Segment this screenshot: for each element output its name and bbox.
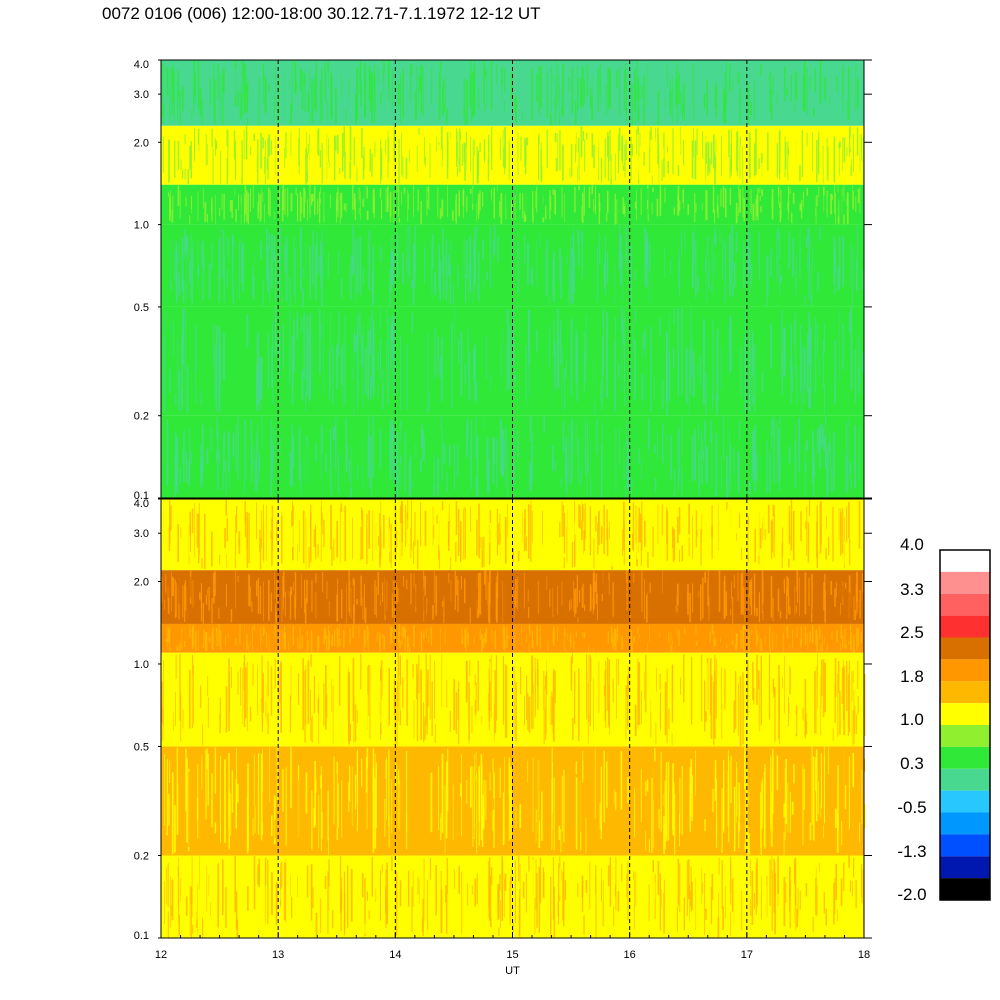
x-tick-label: 16 [624, 949, 636, 961]
y-tick-label: 2.0 [134, 137, 149, 149]
y-tick-label: 0.2 [134, 411, 149, 423]
colorbar-swatch [940, 725, 990, 747]
colorbar-swatch [940, 746, 990, 769]
y-tick-label: 0.2 [134, 851, 149, 863]
y-tick-label: 4.0 [134, 498, 149, 510]
x-tick-label: 18 [858, 949, 870, 961]
colorbar-label: 0.3 [900, 754, 924, 773]
x-tick-label: 15 [506, 949, 518, 961]
colorbar-swatch [940, 615, 990, 638]
colorbar-frame [939, 549, 991, 901]
colorbar-swatch [940, 878, 990, 900]
x-tick-label: 17 [741, 949, 753, 961]
x-tick-label: 14 [389, 949, 401, 961]
panel-frame [160, 59, 865, 499]
colorbar-swatch [940, 812, 990, 835]
colorbar-label: 4.0 [900, 535, 924, 554]
x-axis-label: UT [505, 965, 520, 977]
colorbar-swatch [940, 637, 990, 660]
y-tick-label: 1.0 [134, 659, 149, 671]
colorbar-label: 2.5 [900, 623, 924, 642]
colorbar-swatch [940, 856, 990, 879]
colorbar-label: -1.3 [897, 842, 926, 861]
colorbar-label: 3.3 [900, 580, 924, 599]
colorbar-swatch [940, 790, 990, 813]
lower-spectrogram-panel: 0.1 0.2 0.5 1.0 2.0 3.0 4.0 12 13 14 15 16 17 18 UT [134, 498, 872, 977]
colorbar-label: -2.0 [897, 885, 926, 904]
colorbar-swatch [940, 834, 990, 857]
colorbar-label: -0.5 [897, 798, 926, 817]
colorbar-swatch [940, 768, 990, 791]
colorbar-swatch [940, 659, 990, 682]
colorbar-swatch [940, 703, 990, 725]
y-tick-label: 0.1 [134, 930, 149, 942]
x-tick-label: 13 [272, 949, 284, 961]
y-tick-label: 3.0 [134, 89, 149, 101]
colorbar-swatch [940, 681, 990, 704]
y-tick-label: 0.5 [134, 741, 149, 753]
y-tick-label: 0.1 [134, 490, 149, 502]
upper-spectrogram-panel: 0.1 0.2 0.5 1.0 2.0 3.0 4.0 [134, 59, 872, 502]
y-tick-label: 2.0 [134, 576, 149, 588]
colorbar-swatch [940, 593, 990, 616]
colorbar-label: 1.8 [900, 667, 924, 686]
colorbar-swatch [940, 550, 990, 572]
texture-streaks [161, 60, 865, 498]
colorbar-label: 1.0 [900, 710, 924, 729]
y-tick-label: 0.5 [134, 302, 149, 314]
x-tick-label: 12 [155, 949, 167, 961]
texture-streaks [161, 499, 866, 938]
chart-title: 0072 0106 (006) 12:00-18:00 30.12.71-7.1… [102, 4, 541, 23]
y-tick-label: 3.0 [134, 528, 149, 540]
y-tick-label: 4.0 [134, 59, 149, 71]
colorbar: 4.0 3.3 2.5 1.8 1.0 0.3 -0.5 -1.3 -2.0 [897, 535, 991, 904]
colorbar-swatch [940, 571, 990, 594]
y-tick-label: 1.0 [134, 220, 149, 232]
